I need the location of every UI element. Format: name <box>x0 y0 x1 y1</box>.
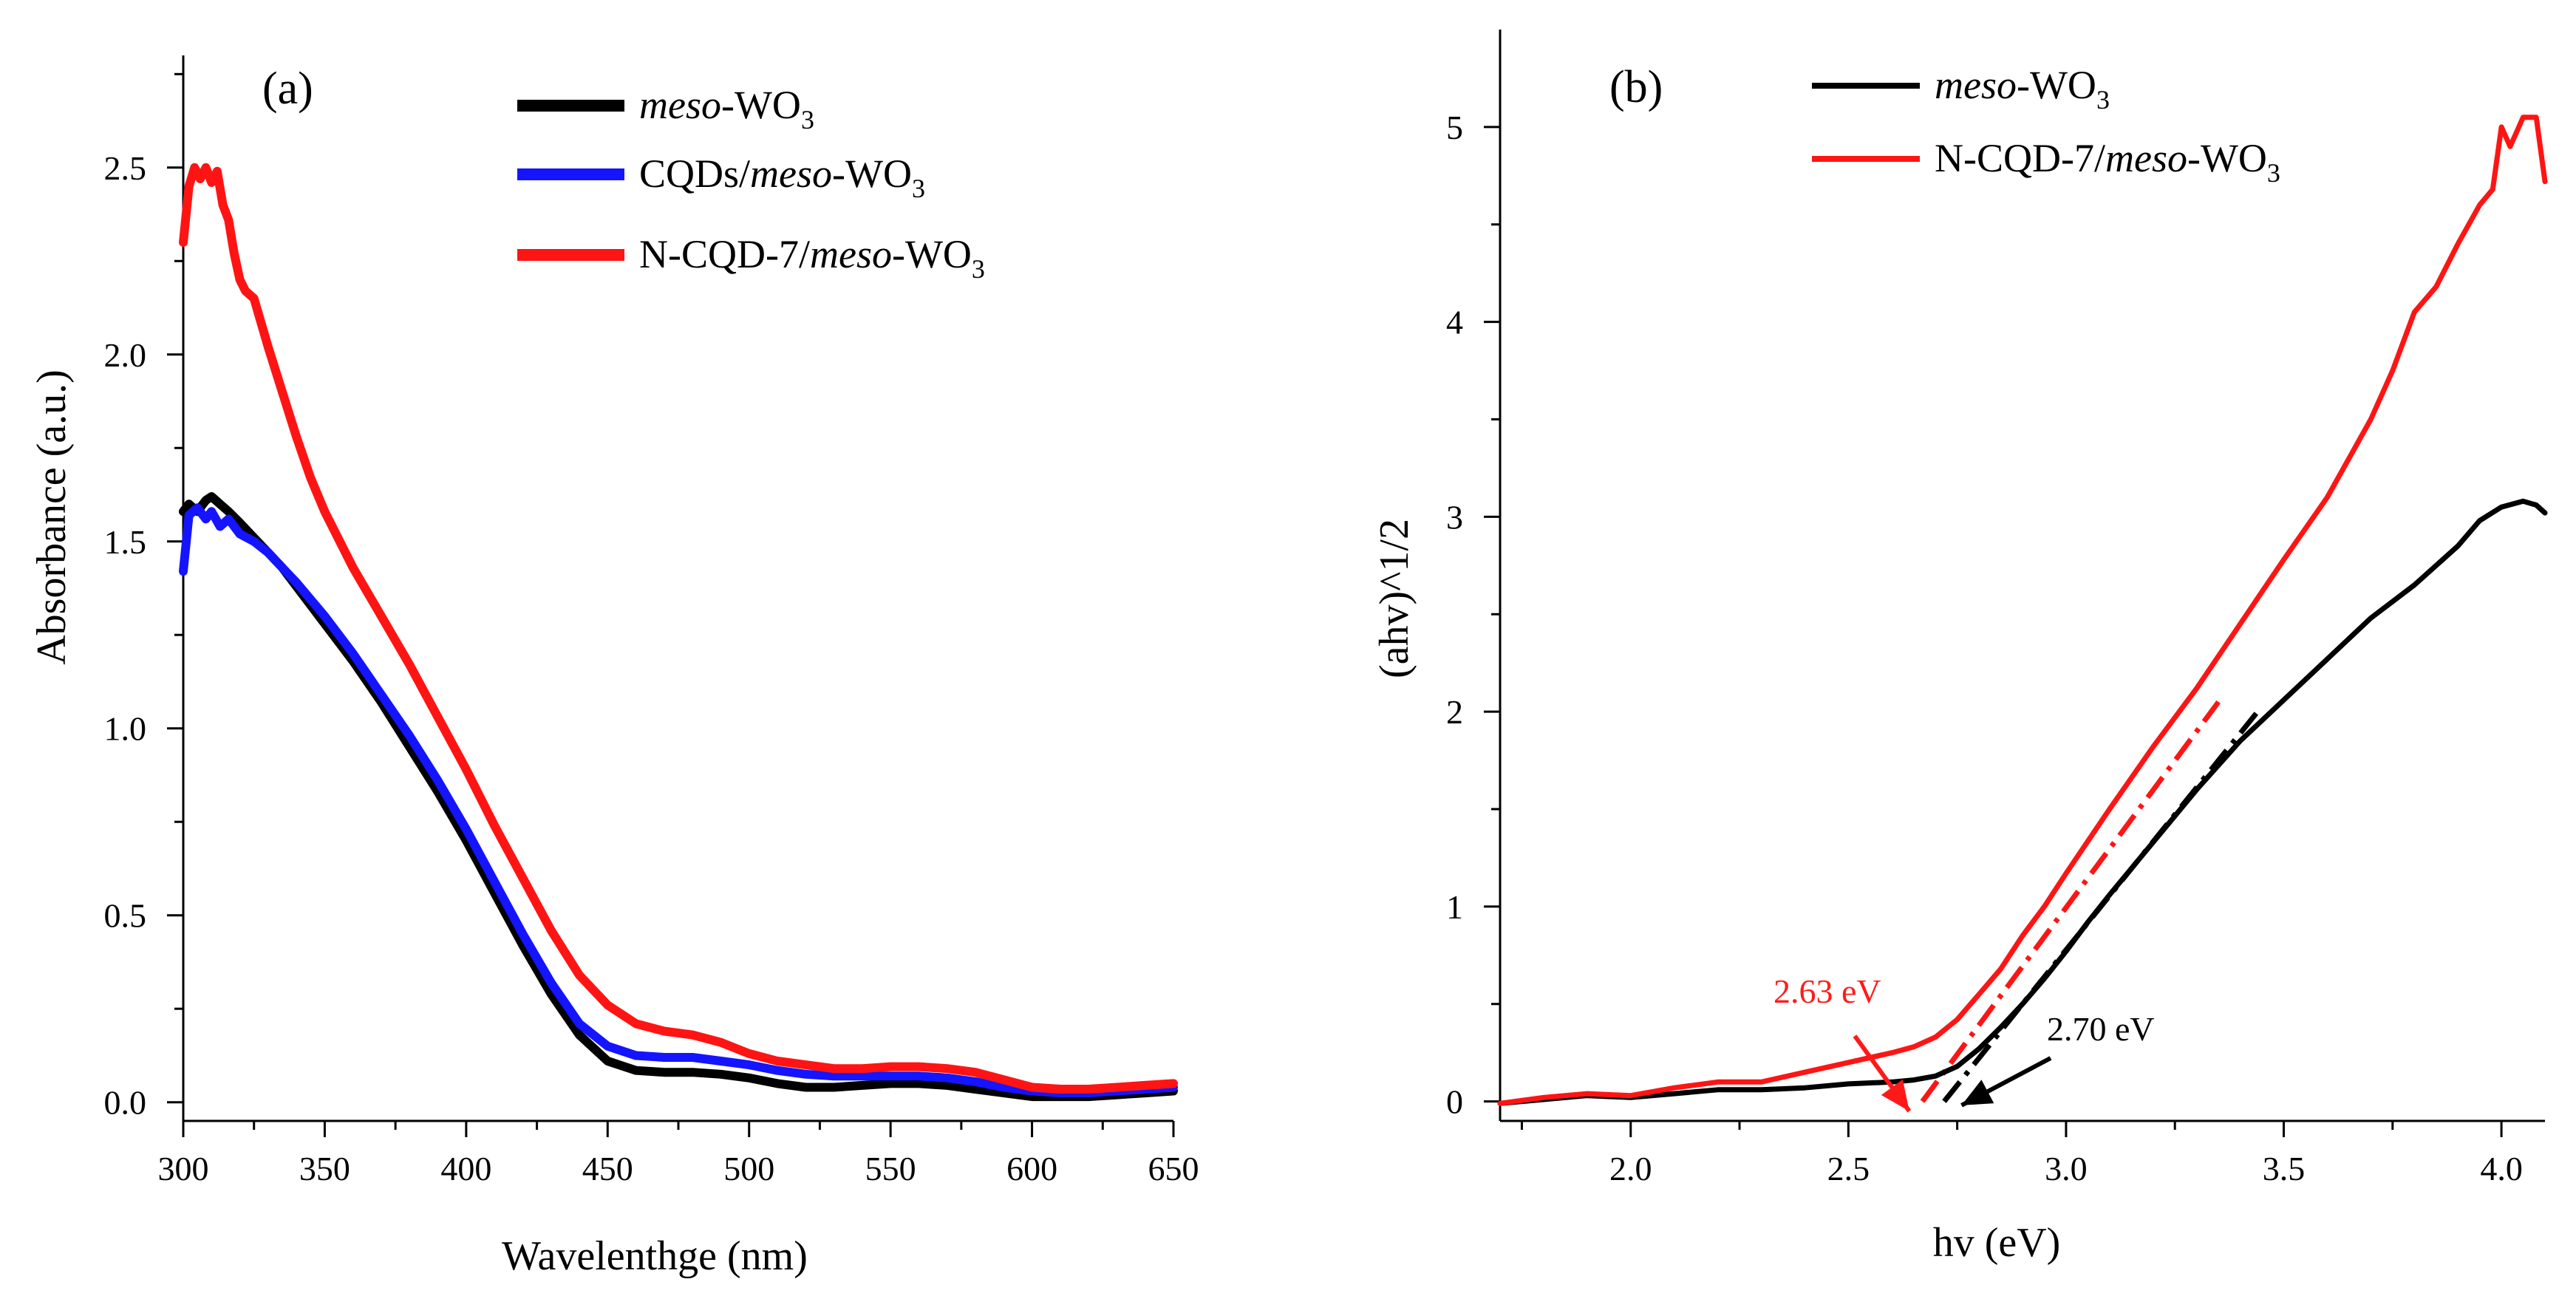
annotation-arrowhead-2-70-ev <box>1961 1080 1994 1105</box>
panel-a-x-tick-label: 600 <box>1006 1150 1057 1187</box>
panel-b-series <box>1497 115 2548 1106</box>
panel-a-label: (a) <box>262 64 313 114</box>
panel-b-label: (b) <box>1609 62 1663 112</box>
legend-label-n-cqd-7-meso-wo3: N-CQD-7/meso-WO3 <box>639 232 985 284</box>
panel-a-y-tick-label: 2.0 <box>104 336 147 374</box>
tangent-line-n-cqd-7-meso-wo3 <box>1920 700 2221 1103</box>
panel-b-y-tick-label: 3 <box>1446 498 1463 536</box>
panel-a-y-axis-title: Absorbance (a.u.) <box>29 369 75 665</box>
panel-a-y-tick-label: 0.0 <box>104 1084 147 1122</box>
legend-label-b-meso-wo3: meso-WO3 <box>1935 63 2110 115</box>
panel-b-y-tick-label: 1 <box>1446 888 1463 926</box>
legend-label-cqds-meso-wo3: CQDs/meso-WO3 <box>639 151 925 203</box>
panel-a-axes: 300 350 400 450 500 550 600 650 0.0 0.5 1.0 1.5 2.0 2… <box>104 55 1199 1187</box>
series-line-b-meso-wo3 <box>1497 498 2548 1106</box>
panel-b-x-tick-label: 2.0 <box>1609 1150 1652 1187</box>
panel-a-legend: meso-WO3 CQDs/meso-WO3 N-CQD-7/meso-WO3 <box>517 83 985 284</box>
panel-a-x-tick-label: 450 <box>582 1150 633 1187</box>
panel-b-y-tick-label: 4 <box>1446 304 1463 341</box>
panel-b-x-tick-label: 2.5 <box>1827 1150 1870 1187</box>
panel-a-x-tick-label: 350 <box>299 1150 350 1187</box>
annotation-arrowhead-2-63-ev <box>1881 1079 1909 1111</box>
panel-b-x-tick-label: 3.0 <box>2045 1150 2088 1187</box>
series-line-a-meso-wo3 <box>179 492 1178 1102</box>
panel-a-y-tick-label: 2.5 <box>104 149 147 187</box>
panel-b-y-axis-title: (ahv)^1/2 <box>1372 519 1417 678</box>
panel-a-y-tick-label: 1.0 <box>104 710 147 748</box>
panel-a-x-axis-title: Wavelenthge (nm) <box>502 1233 808 1279</box>
panel-b-axes: 2.0 2.5 3.0 3.5 4.0 0 1 2 3 4 5 <box>1446 30 2545 1187</box>
panel-a-x-tick-label: 550 <box>865 1150 916 1187</box>
chart-panel-a: 300 350 400 450 500 550 600 650 0.0 0.5 1.0 1.5 2.0 2… <box>29 55 1199 1279</box>
panel-a-x-tick-label: 500 <box>723 1150 774 1187</box>
panel-a-x-tick-label: 650 <box>1148 1150 1199 1187</box>
chart-panel-b: 2.0 2.5 3.0 3.5 4.0 0 1 2 3 4 5 2.63 eV 2.70 eV (b)… <box>1372 30 2548 1266</box>
panel-b-annotations: 2.63 eV 2.70 eV <box>1773 972 2155 1113</box>
panel-a-y-tick-label: 0.5 <box>104 897 147 935</box>
panel-b-y-tick-label: 0 <box>1446 1083 1463 1121</box>
panel-b-legend: meso-WO3 N-CQD-7/meso-WO3 <box>1812 63 2280 188</box>
panel-a-y-tick-label: 1.5 <box>104 523 147 561</box>
panel-a-x-tick-label: 400 <box>440 1150 491 1187</box>
series-line-b-n-cqd-7-meso-wo3 <box>1497 115 2548 1106</box>
panel-b-y-tick-label: 5 <box>1446 109 1463 146</box>
panel-b-y-tick-label: 2 <box>1446 693 1463 731</box>
panel-b-x-tick-label: 3.5 <box>2263 1150 2306 1187</box>
series-line-a-n-cqd-7-meso-wo3 <box>179 163 1178 1094</box>
legend-label-meso-wo3: meso-WO3 <box>639 83 814 134</box>
legend-label-b-n-cqd-7-meso-wo3: N-CQD-7/meso-WO3 <box>1935 136 2280 188</box>
panel-a-x-tick-label: 300 <box>158 1150 209 1187</box>
annotation-label-2-70-ev: 2.70 eV <box>2047 1010 2155 1048</box>
panel-b-x-tick-label: 4.0 <box>2480 1150 2523 1187</box>
panel-a-series <box>179 163 1178 1102</box>
panel-b-x-axis-title: hv (eV) <box>1933 1220 2061 1266</box>
series-line-a-cqds-meso-wo3 <box>179 503 1178 1098</box>
annotation-label-2-63-ev: 2.63 eV <box>1773 972 1881 1010</box>
